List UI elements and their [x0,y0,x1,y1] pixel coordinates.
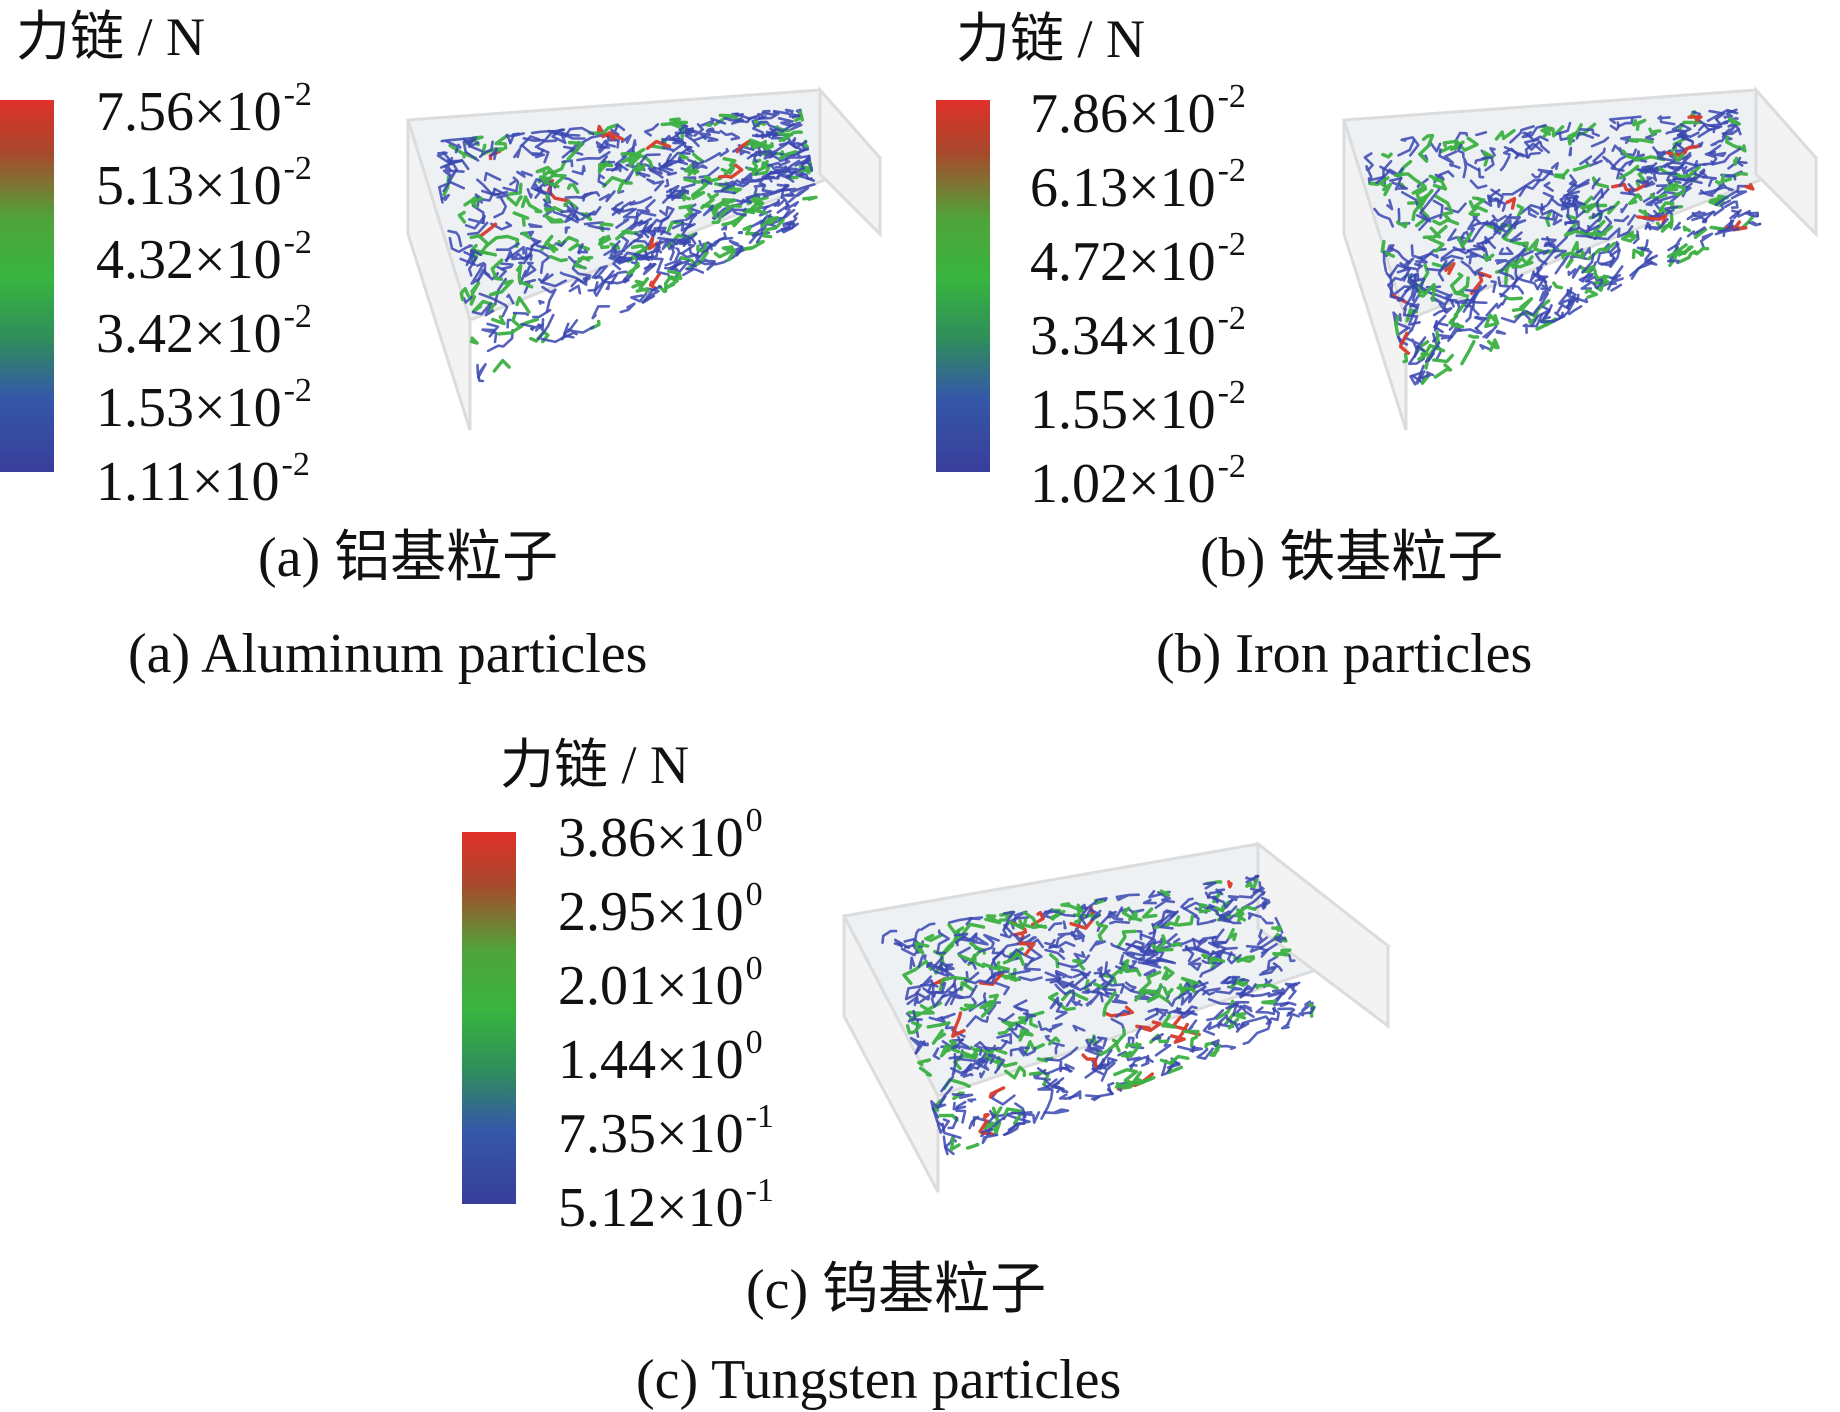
colorbar-tick: 1.53×10-2 [96,372,312,439]
colorbar-tick: 3.86×100 [558,802,763,869]
legend-title: 力链 / N [16,7,205,67]
colorbar-tick: 4.32×10-2 [96,224,312,291]
colorbar-tick: 2.95×100 [558,876,763,943]
caption-en: (c) Tungsten particles [636,1349,1122,1411]
colorbar-tick: 1.02×10-2 [1030,448,1246,515]
colorbar [462,832,516,1204]
colorbar-tick: 1.55×10-2 [1030,374,1246,441]
colorbar-tick: 7.86×10-2 [1030,78,1246,145]
colorbar [936,100,990,472]
colorbar-tick: 4.72×10-2 [1030,226,1246,293]
colorbar-tick: 6.13×10-2 [1030,152,1246,219]
force-chain-network-render [406,86,883,431]
colorbar-tick: 7.35×10-1 [558,1098,774,1165]
legend-title: 力链 / N [500,735,689,795]
caption-cn: (c) 钨基粒子 [746,1259,1047,1321]
colorbar-tick: 3.34×10-2 [1030,300,1246,367]
colorbar-tick: 1.11×10-2 [96,446,310,513]
force-chain-network-render [841,840,1392,1193]
caption-en: (b) Iron particles [1156,623,1533,685]
colorbar-tick: 2.01×100 [558,950,763,1017]
caption-cn: (a) 铝基粒子 [258,527,559,589]
colorbar-tick: 3.42×10-2 [96,298,312,365]
caption-cn: (b) 铁基粒子 [1200,527,1504,589]
colorbar-tick: 5.12×10-1 [558,1172,774,1239]
colorbar [0,100,54,472]
colorbar-tick: 7.56×10-2 [96,76,312,143]
caption-en: (a) Aluminum particles [128,623,648,685]
colorbar-tick: 1.44×100 [558,1024,763,1091]
colorbar-tick: 5.13×10-2 [96,150,312,217]
force-chain-network-render [1342,86,1819,431]
legend-title: 力链 / N [956,9,1145,69]
